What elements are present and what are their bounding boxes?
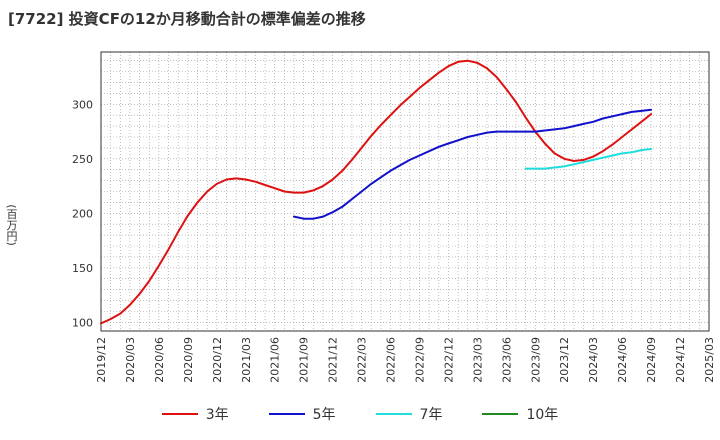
x-tick-label: 2021/03: [240, 337, 253, 383]
x-axis-ticks: 2019/12 2020/03 2020/06 2020/09 2020/12 2021/…: [95, 337, 716, 383]
x-tick-label: 2020/09: [182, 337, 195, 383]
series-lines: [100, 59, 653, 325]
legend-item: 5年: [268, 404, 336, 424]
legend-item: 3年: [161, 404, 229, 424]
x-tick-label: 2020/12: [211, 337, 224, 383]
legend-label: 5年: [312, 407, 336, 423]
x-tick-label: 2020/03: [124, 337, 137, 383]
x-tick-label: 2019/12: [95, 337, 108, 383]
y-axis-ticks: 100 150 200 250 300: [72, 98, 93, 329]
legend-label: 10年: [526, 407, 559, 423]
grid-lines: [100, 52, 710, 331]
x-tick-label: 2024/12: [674, 337, 687, 383]
legend-label: 3年: [205, 407, 229, 423]
x-tick-label: 2024/06: [616, 337, 629, 383]
x-tick-label: 2022/03: [356, 337, 369, 383]
y-tick-label: 250: [72, 153, 93, 166]
x-tick-label: 2020/06: [153, 337, 166, 383]
x-tick-label: 2022/09: [413, 337, 426, 383]
x-tick-label: 2022/06: [385, 337, 398, 383]
x-tick-label: 2024/09: [645, 337, 658, 383]
y-tick-label: 100: [72, 316, 93, 329]
plot-frame: [100, 51, 710, 332]
series-line-5年: [293, 108, 653, 220]
legend-swatch: [268, 413, 305, 415]
legend-swatch: [482, 413, 519, 415]
x-tick-label: 2023/06: [500, 337, 513, 383]
legend-swatch: [161, 413, 198, 415]
x-tick-label: 2022/12: [442, 337, 455, 383]
y-tick-label: 150: [72, 262, 93, 275]
x-tick-label: 2021/12: [327, 337, 340, 383]
y-tick-label: 200: [72, 207, 93, 220]
series-line-7年: [524, 148, 653, 170]
x-tick-label: 2021/06: [269, 337, 282, 383]
series-line-3年: [100, 59, 653, 325]
legend-item: 10年: [482, 404, 558, 424]
x-tick-label: 2024/03: [587, 337, 600, 383]
chart-title: [7722] 投資CFの12か月移動合計の標準偏差の推移: [8, 10, 366, 28]
legend-swatch: [375, 413, 412, 415]
x-tick-label: 2023/12: [558, 337, 571, 383]
x-tick-label: 2025/03: [703, 337, 716, 383]
y-axis-label: (百万円): [5, 204, 18, 246]
x-tick-label: 2023/09: [529, 337, 542, 383]
legend-item: 7年: [375, 404, 443, 424]
y-tick-label: 300: [72, 98, 93, 111]
x-tick-label: 2021/09: [298, 337, 311, 383]
legend-label: 7年: [419, 407, 443, 423]
legend: 3年 5年 7年 10年: [0, 404, 720, 424]
x-tick-label: 2023/03: [471, 337, 484, 383]
